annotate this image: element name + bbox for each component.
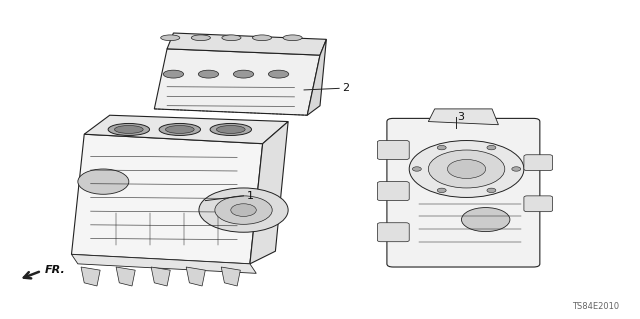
Ellipse shape xyxy=(161,35,180,41)
Circle shape xyxy=(409,141,524,197)
FancyBboxPatch shape xyxy=(524,196,552,212)
Polygon shape xyxy=(151,267,170,286)
Circle shape xyxy=(412,167,421,171)
Ellipse shape xyxy=(159,123,200,136)
Circle shape xyxy=(78,169,129,194)
Ellipse shape xyxy=(210,123,252,136)
FancyBboxPatch shape xyxy=(378,223,409,242)
Polygon shape xyxy=(307,39,326,115)
Text: FR.: FR. xyxy=(45,264,65,275)
Circle shape xyxy=(437,145,446,150)
Circle shape xyxy=(487,145,496,150)
Ellipse shape xyxy=(222,35,241,41)
Polygon shape xyxy=(72,134,262,264)
Ellipse shape xyxy=(252,35,271,41)
Text: 3: 3 xyxy=(457,112,464,122)
Polygon shape xyxy=(250,122,288,264)
Ellipse shape xyxy=(198,70,219,78)
Circle shape xyxy=(428,150,505,188)
Ellipse shape xyxy=(191,35,211,41)
Ellipse shape xyxy=(234,70,253,78)
FancyBboxPatch shape xyxy=(378,141,409,160)
Polygon shape xyxy=(167,33,326,55)
Ellipse shape xyxy=(108,123,150,136)
Circle shape xyxy=(215,196,272,224)
Circle shape xyxy=(461,208,510,232)
Polygon shape xyxy=(84,115,288,144)
Polygon shape xyxy=(186,267,205,286)
Ellipse shape xyxy=(163,70,184,78)
Polygon shape xyxy=(81,267,100,286)
Circle shape xyxy=(447,160,486,178)
FancyBboxPatch shape xyxy=(387,118,540,267)
Ellipse shape xyxy=(115,125,143,133)
Ellipse shape xyxy=(268,70,289,78)
Polygon shape xyxy=(154,49,320,115)
FancyBboxPatch shape xyxy=(378,182,409,201)
Text: 2: 2 xyxy=(342,83,349,93)
Text: 1: 1 xyxy=(246,191,253,201)
Circle shape xyxy=(231,204,256,216)
Ellipse shape xyxy=(166,125,194,133)
Text: TS84E2010: TS84E2010 xyxy=(572,302,620,311)
Ellipse shape xyxy=(216,125,245,133)
FancyBboxPatch shape xyxy=(524,155,552,171)
Circle shape xyxy=(487,188,496,193)
Polygon shape xyxy=(428,109,499,125)
Circle shape xyxy=(437,188,446,193)
Circle shape xyxy=(512,167,521,171)
Polygon shape xyxy=(116,267,135,286)
Polygon shape xyxy=(72,254,256,273)
Polygon shape xyxy=(221,267,241,286)
Ellipse shape xyxy=(283,35,302,41)
Circle shape xyxy=(199,188,288,232)
